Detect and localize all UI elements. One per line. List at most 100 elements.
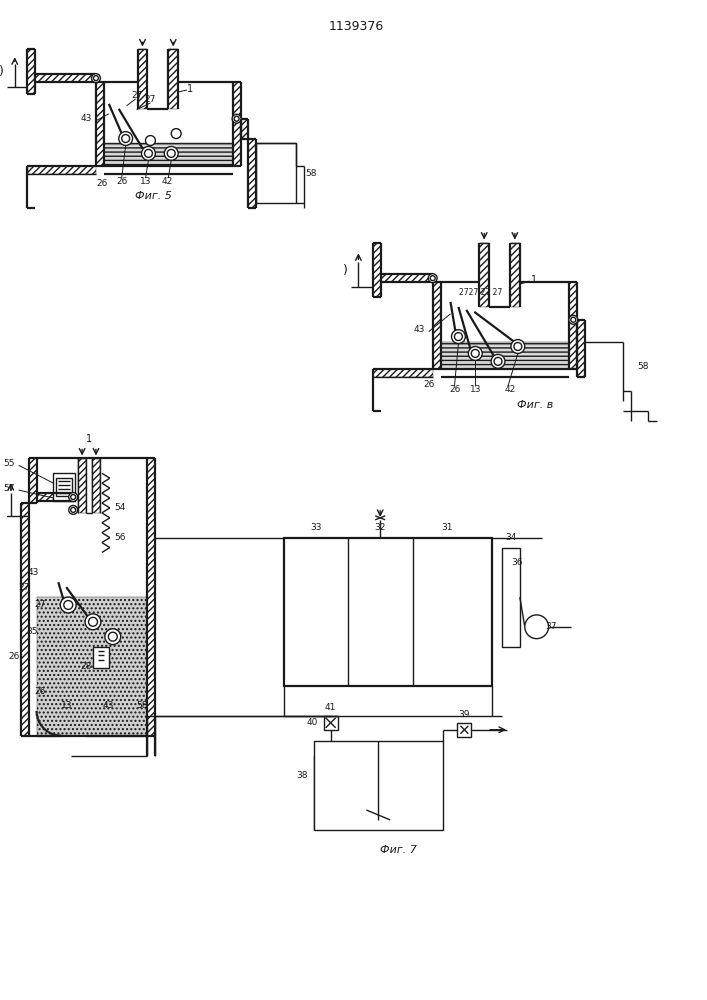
Text: 13: 13	[140, 177, 151, 186]
Polygon shape	[349, 602, 413, 686]
Text: 26: 26	[116, 177, 127, 186]
Polygon shape	[248, 139, 257, 208]
Text: 31: 31	[442, 523, 453, 532]
Circle shape	[88, 617, 98, 626]
Text: 34: 34	[506, 533, 517, 542]
Text: 13: 13	[469, 385, 481, 394]
Text: 26: 26	[96, 179, 107, 188]
Text: 35: 35	[26, 627, 37, 636]
Polygon shape	[381, 274, 433, 282]
Polygon shape	[240, 119, 248, 139]
Text: 28: 28	[81, 662, 92, 671]
Polygon shape	[257, 151, 296, 203]
Text: 56: 56	[114, 533, 125, 542]
Polygon shape	[373, 369, 433, 377]
Polygon shape	[578, 320, 585, 377]
Text: 1: 1	[187, 84, 193, 94]
Text: 58: 58	[637, 362, 648, 371]
Polygon shape	[27, 166, 96, 174]
Text: Фиг. 5: Фиг. 5	[135, 191, 172, 201]
Text: 43: 43	[102, 701, 114, 710]
Circle shape	[108, 632, 117, 641]
Text: 27: 27	[145, 95, 156, 104]
Circle shape	[569, 315, 578, 324]
Polygon shape	[37, 597, 148, 736]
Bar	[93, 647, 109, 668]
Bar	[324, 716, 338, 730]
Polygon shape	[168, 49, 178, 109]
Circle shape	[168, 149, 175, 157]
Text: 27: 27	[18, 583, 30, 592]
Text: 55: 55	[3, 459, 15, 468]
Circle shape	[430, 276, 435, 281]
Text: 1139376: 1139376	[329, 20, 384, 33]
Circle shape	[122, 135, 129, 142]
Text: 58: 58	[136, 701, 148, 710]
Text: 13: 13	[61, 701, 72, 710]
Text: 42: 42	[162, 177, 173, 186]
Circle shape	[428, 274, 437, 283]
Text: 26: 26	[450, 385, 461, 394]
Polygon shape	[96, 82, 104, 166]
Text: 27: 27	[35, 600, 46, 609]
Polygon shape	[35, 74, 96, 82]
Polygon shape	[233, 82, 240, 166]
Text: Фиг. 7: Фиг. 7	[380, 845, 416, 855]
Polygon shape	[373, 243, 381, 297]
Circle shape	[514, 343, 522, 350]
Text: 42: 42	[504, 385, 515, 394]
Polygon shape	[413, 582, 492, 686]
Circle shape	[511, 340, 525, 353]
Circle shape	[491, 354, 505, 368]
Bar	[53, 473, 75, 501]
Circle shape	[525, 615, 549, 639]
Circle shape	[234, 116, 239, 121]
Text: 54: 54	[114, 503, 125, 512]
Bar	[314, 741, 443, 830]
Text: 41: 41	[325, 703, 337, 712]
Circle shape	[571, 317, 575, 322]
Bar	[257, 143, 296, 203]
Polygon shape	[28, 458, 37, 503]
Text: ): )	[343, 264, 348, 277]
Polygon shape	[21, 503, 28, 736]
Text: 27: 27	[131, 91, 142, 100]
Polygon shape	[92, 458, 100, 513]
Circle shape	[452, 330, 465, 344]
Text: 36: 36	[511, 558, 522, 567]
Polygon shape	[148, 458, 156, 736]
Text: 1: 1	[531, 275, 537, 285]
Text: 43: 43	[28, 568, 40, 577]
Text: 57: 57	[3, 484, 15, 493]
Polygon shape	[284, 582, 349, 686]
Text: 40: 40	[306, 718, 317, 727]
Text: 2727 27 27: 2727 27 27	[459, 288, 502, 297]
Text: 26: 26	[423, 380, 434, 389]
Polygon shape	[569, 282, 578, 369]
Bar	[57, 478, 72, 496]
Circle shape	[141, 146, 156, 160]
Text: Фиг. в: Фиг. в	[517, 400, 553, 410]
Circle shape	[455, 333, 462, 341]
Circle shape	[91, 74, 100, 83]
Polygon shape	[479, 243, 489, 307]
Bar	[457, 723, 472, 737]
Polygon shape	[138, 49, 148, 109]
Text: 43: 43	[81, 114, 92, 123]
Circle shape	[468, 346, 482, 360]
Circle shape	[71, 507, 76, 512]
Polygon shape	[27, 49, 35, 94]
Circle shape	[164, 146, 178, 160]
Text: 43: 43	[413, 325, 424, 334]
Bar	[502, 548, 520, 647]
Circle shape	[69, 505, 78, 514]
Circle shape	[60, 597, 76, 613]
Text: 38: 38	[296, 771, 308, 780]
Circle shape	[494, 357, 502, 365]
Polygon shape	[440, 342, 569, 369]
Circle shape	[69, 493, 78, 501]
Polygon shape	[314, 756, 443, 830]
Text: ): )	[0, 65, 4, 78]
Circle shape	[105, 629, 121, 645]
Polygon shape	[104, 143, 233, 166]
